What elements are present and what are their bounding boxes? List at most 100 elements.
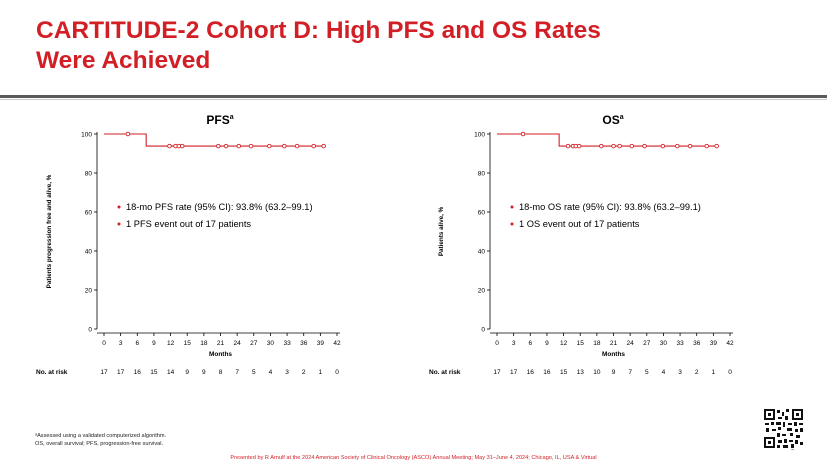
os-censor-mark	[617, 143, 622, 149]
pfs-censor-mark	[267, 143, 272, 149]
os-bullet-text: 18-mo OS rate (95% CI): 93.8% (63.2–99.1…	[519, 202, 701, 212]
os-bullet-dot	[510, 205, 514, 209]
pfs-x-tick-label: 39	[317, 340, 325, 347]
pfs-censor-mark	[294, 143, 300, 149]
pfs-at-risk-value: 3	[285, 369, 289, 376]
pfs-y-tick-label: 20	[85, 288, 93, 295]
pfs-censor-mark	[179, 143, 185, 149]
os-censor-mark	[576, 143, 582, 149]
os-censor-mark	[675, 143, 680, 149]
os-at-risk-value: 13	[577, 369, 585, 376]
pfs-at-risk-value: 16	[134, 369, 142, 376]
pfs-x-tick-label: 12	[167, 340, 175, 347]
pfs-censor-mark	[282, 143, 287, 149]
os-x-tick-label: 24	[627, 340, 635, 347]
pfs-km-curve	[104, 133, 324, 147]
os-censor-mark	[714, 143, 719, 149]
os-censor-mark	[660, 143, 666, 149]
os-censor-mark	[599, 143, 604, 149]
pfs-x-tick-label: 15	[184, 340, 192, 347]
slide-title-line1: CARTITUDE-2 Cohort D: High PFS and OS Ra…	[36, 17, 601, 44]
pfs-bullet-text: 1 PFS event out of 17 patients	[126, 219, 251, 229]
os-bullet-dot	[510, 222, 514, 226]
qr-code-icon[interactable]	[763, 408, 804, 449]
pfs-at-risk-value: 4	[269, 369, 273, 376]
os-x-tick-label: 30	[660, 340, 668, 347]
pfs-y-axis-label: Patients progression free and alive, %	[46, 174, 53, 288]
os-at-risk-value: 0	[728, 369, 732, 376]
os-x-tick-label: 9	[545, 340, 549, 347]
slide-title-line2: Were Achieved	[36, 47, 211, 74]
os-at-risk-value: 2	[695, 369, 699, 376]
footnote-assessed: ᵃAssessed using a validated computerized…	[35, 433, 167, 439]
os-at-risk-value: 10	[593, 369, 601, 376]
pfs-y-tick-label: 80	[85, 171, 93, 178]
pfs-censor-mark	[321, 143, 326, 149]
os-y-tick-label: 0	[481, 327, 485, 334]
pfs-bullet-text: 18-mo PFS rate (95% CI): 93.8% (63.2–99.…	[126, 202, 313, 212]
os-x-axis-label: Months	[602, 351, 625, 358]
pfs-censor-mark	[223, 143, 229, 149]
pfs-at-risk-value: 15	[150, 369, 158, 376]
pfs-y-tick-label: 0	[88, 327, 92, 334]
os-risk-label: No. at risk	[429, 369, 461, 376]
os-x-tick-label: 0	[495, 340, 499, 347]
os-y-axis-label: Patients alive, %	[438, 206, 445, 256]
os-y-tick-label: 40	[478, 249, 486, 256]
os-x-tick-label: 3	[512, 340, 516, 347]
os-chart-title: OSa	[602, 113, 623, 127]
os-at-risk-value: 4	[662, 369, 666, 376]
pfs-y-tick-label: 100	[81, 132, 92, 139]
pfs-at-risk-value: 2	[302, 369, 306, 376]
pfs-at-risk-value: 1	[319, 369, 323, 376]
pfs-censor-mark	[311, 143, 316, 149]
os-x-tick-label: 21	[610, 340, 618, 347]
pfs-x-tick-label: 27	[250, 340, 258, 347]
pfs-x-tick-label: 0	[102, 340, 106, 347]
pfs-censor-mark	[167, 143, 172, 149]
pfs-x-tick-label: 24	[234, 340, 242, 347]
os-x-tick-label: 36	[693, 340, 701, 347]
pfs-x-tick-label: 3	[119, 340, 123, 347]
pfs-censor-mark	[125, 131, 131, 137]
os-x-tick-label: 27	[643, 340, 651, 347]
os-km-curve	[497, 133, 717, 147]
os-at-risk-value: 16	[543, 369, 551, 376]
pfs-x-tick-label: 18	[200, 340, 208, 347]
os-at-risk-value: 3	[678, 369, 682, 376]
pfs-x-tick-label: 30	[267, 340, 275, 347]
pfs-chart-title: PFSa	[206, 113, 233, 127]
os-y-tick-label: 100	[474, 132, 485, 139]
pfs-at-risk-value: 17	[117, 369, 125, 376]
pfs-at-risk-value: 17	[100, 369, 108, 376]
pfs-censor-mark	[236, 143, 242, 149]
os-y-tick-label: 60	[478, 210, 486, 217]
os-censor-mark	[611, 143, 616, 149]
os-at-risk-value: 16	[527, 369, 535, 376]
os-bullet-text: 1 OS event out of 17 patients	[519, 219, 640, 229]
pfs-bullet-dot	[117, 222, 121, 226]
os-x-tick-label: 18	[593, 340, 601, 347]
os-y-tick-label: 80	[478, 171, 486, 178]
os-x-tick-label: 33	[676, 340, 684, 347]
pfs-x-tick-label: 33	[283, 340, 291, 347]
os-censor-mark	[565, 143, 571, 149]
pfs-at-risk-value: 5	[252, 369, 256, 376]
os-x-tick-label: 12	[560, 340, 568, 347]
page-number: 9	[791, 446, 795, 452]
pfs-bullet-dot	[117, 205, 121, 209]
pfs-x-tick-label: 6	[135, 340, 139, 347]
pfs-x-axis-label: Months	[209, 351, 232, 358]
pfs-censor-mark	[248, 143, 254, 149]
pfs-censor-mark	[216, 143, 221, 149]
pfs-x-tick-label: 36	[300, 340, 308, 347]
os-censor-mark	[642, 143, 647, 149]
pfs-x-tick-label: 21	[217, 340, 225, 347]
pfs-at-risk-value: 14	[167, 369, 175, 376]
pfs-at-risk-value: 0	[335, 369, 339, 376]
os-at-risk-value: 7	[628, 369, 632, 376]
os-censor-mark	[520, 131, 526, 137]
pfs-at-risk-value: 9	[185, 369, 189, 376]
os-x-tick-label: 39	[710, 340, 718, 347]
